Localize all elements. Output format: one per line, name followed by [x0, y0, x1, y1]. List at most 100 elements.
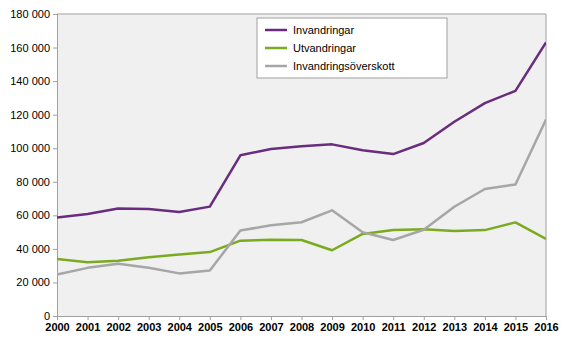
legend-swatch	[265, 47, 287, 50]
frame	[57, 14, 546, 15]
x-tick-label: 2003	[137, 321, 161, 333]
y-tick-mark	[53, 115, 57, 116]
x-tick: 2007	[259, 316, 283, 333]
x-tick-label: 2011	[382, 321, 406, 333]
x-tick-mark	[546, 316, 547, 320]
x-tick: 2015	[504, 316, 528, 333]
x-tick-mark	[363, 316, 364, 320]
x-tick-mark	[240, 316, 241, 320]
x-tick-label: 2007	[259, 321, 283, 333]
y-tick-mark	[53, 282, 57, 283]
x-tick-label: 2013	[443, 321, 467, 333]
y-tick: 180 000	[10, 8, 57, 20]
y-tick: 140 000	[10, 75, 57, 87]
x-tick-label: 2010	[351, 321, 375, 333]
x-tick: 2010	[351, 316, 375, 333]
x-tick-label: 2015	[504, 321, 528, 333]
y-tick-label: 120 000	[10, 109, 50, 121]
plot-background	[57, 14, 546, 316]
series-line	[57, 120, 546, 275]
x-tick: 2014	[473, 316, 498, 333]
x-tick: 2016	[534, 316, 558, 333]
x-tick-label: 2009	[320, 321, 344, 333]
x-tick-mark	[393, 316, 394, 320]
y-tick: 80 000	[16, 176, 57, 188]
y-tick: 160 000	[10, 42, 57, 54]
legend-label: Invandringsöverskott	[293, 60, 395, 72]
series-line	[57, 43, 546, 218]
x-tick-mark	[485, 316, 486, 320]
y-tick-label: 160 000	[10, 42, 50, 54]
x-tick-mark	[149, 316, 150, 320]
x-tick-label: 2001	[76, 321, 100, 333]
x-tick: 2003	[137, 316, 161, 333]
x-tick-mark	[88, 316, 89, 320]
y-axis: 020 00040 00060 00080 000100 000120 0001…	[10, 8, 57, 322]
y-tick-mark	[53, 14, 57, 15]
legend-label: Utvandringar	[293, 42, 356, 54]
x-tick-label: 2008	[290, 321, 314, 333]
x-tick-label: 2002	[106, 321, 130, 333]
x-tick: 2006	[229, 316, 253, 333]
x-tick-mark	[454, 316, 455, 320]
x-tick-label: 2016	[534, 321, 558, 333]
x-tick-mark	[57, 316, 58, 320]
x-tick-mark	[118, 316, 119, 320]
y-tick-mark	[53, 148, 57, 149]
x-tick: 2008	[290, 316, 314, 333]
y-axis-line	[53, 15, 58, 317]
y-tick-label: 80 000	[16, 176, 50, 188]
x-tick-mark	[210, 316, 211, 320]
y-tick: 120 000	[10, 109, 57, 121]
frame	[546, 14, 547, 316]
y-tick-mark	[53, 81, 57, 82]
x-tick-label: 2005	[198, 321, 222, 333]
x-tick-label: 2006	[229, 321, 253, 333]
y-tick: 100 000	[10, 142, 57, 154]
x-tick: 2001	[76, 316, 100, 333]
x-tick-mark	[515, 316, 516, 320]
series-line	[57, 222, 546, 262]
x-tick-label: 2012	[412, 321, 436, 333]
y-tick: 60 000	[16, 209, 57, 221]
x-tick: 2011	[382, 316, 406, 333]
x-tick: 2009	[320, 316, 344, 333]
y-tick: 40 000	[16, 243, 57, 255]
x-tick: 2013	[443, 316, 467, 333]
x-tick-label: 2014	[473, 321, 498, 333]
y-tick-label: 180 000	[10, 8, 50, 20]
x-tick-label: 2000	[45, 321, 69, 333]
x-tick: 2004	[168, 316, 193, 333]
legend-swatch	[265, 65, 287, 68]
x-axis: 2000 2001 2002 2003 2004 2005 2006 2007 2008 2009…	[45, 316, 558, 333]
chart-container: 020 00040 00060 00080 000100 000120 0001…	[0, 0, 567, 340]
x-tick: 2002	[106, 316, 130, 333]
y-tick-mark	[53, 48, 57, 49]
y-tick-label: 20 000	[16, 276, 50, 288]
x-tick: 2005	[198, 316, 222, 333]
y-tick: 20 000	[16, 276, 57, 288]
legend-label: Invandringar	[293, 24, 354, 36]
y-tick-label: 60 000	[16, 209, 50, 221]
y-tick-mark	[53, 215, 57, 216]
x-tick-mark	[332, 316, 333, 320]
y-tick-mark	[53, 249, 57, 250]
legend-swatch	[265, 29, 287, 32]
y-tick-label: 100 000	[10, 142, 50, 154]
x-tick-mark	[302, 316, 303, 320]
x-tick-mark	[179, 316, 180, 320]
y-tick-label: 140 000	[10, 75, 50, 87]
plot: 020 00040 00060 00080 000100 000120 0001…	[10, 8, 559, 333]
x-tick-mark	[271, 316, 272, 320]
y-tick-label: 40 000	[16, 243, 50, 255]
x-tick-label: 2004	[168, 321, 193, 333]
y-tick-mark	[53, 182, 57, 183]
x-tick-mark	[424, 316, 425, 320]
legend: Invandringar Utvandringar Invandringsövers…	[257, 18, 447, 78]
y-tick-mark	[53, 316, 57, 317]
x-axis-line	[58, 317, 547, 321]
chart-svg: 020 00040 00060 00080 000100 000120 0001…	[0, 0, 567, 340]
x-tick: 2012	[412, 316, 436, 333]
x-tick: 2000	[45, 316, 69, 333]
legend-box	[257, 18, 447, 78]
